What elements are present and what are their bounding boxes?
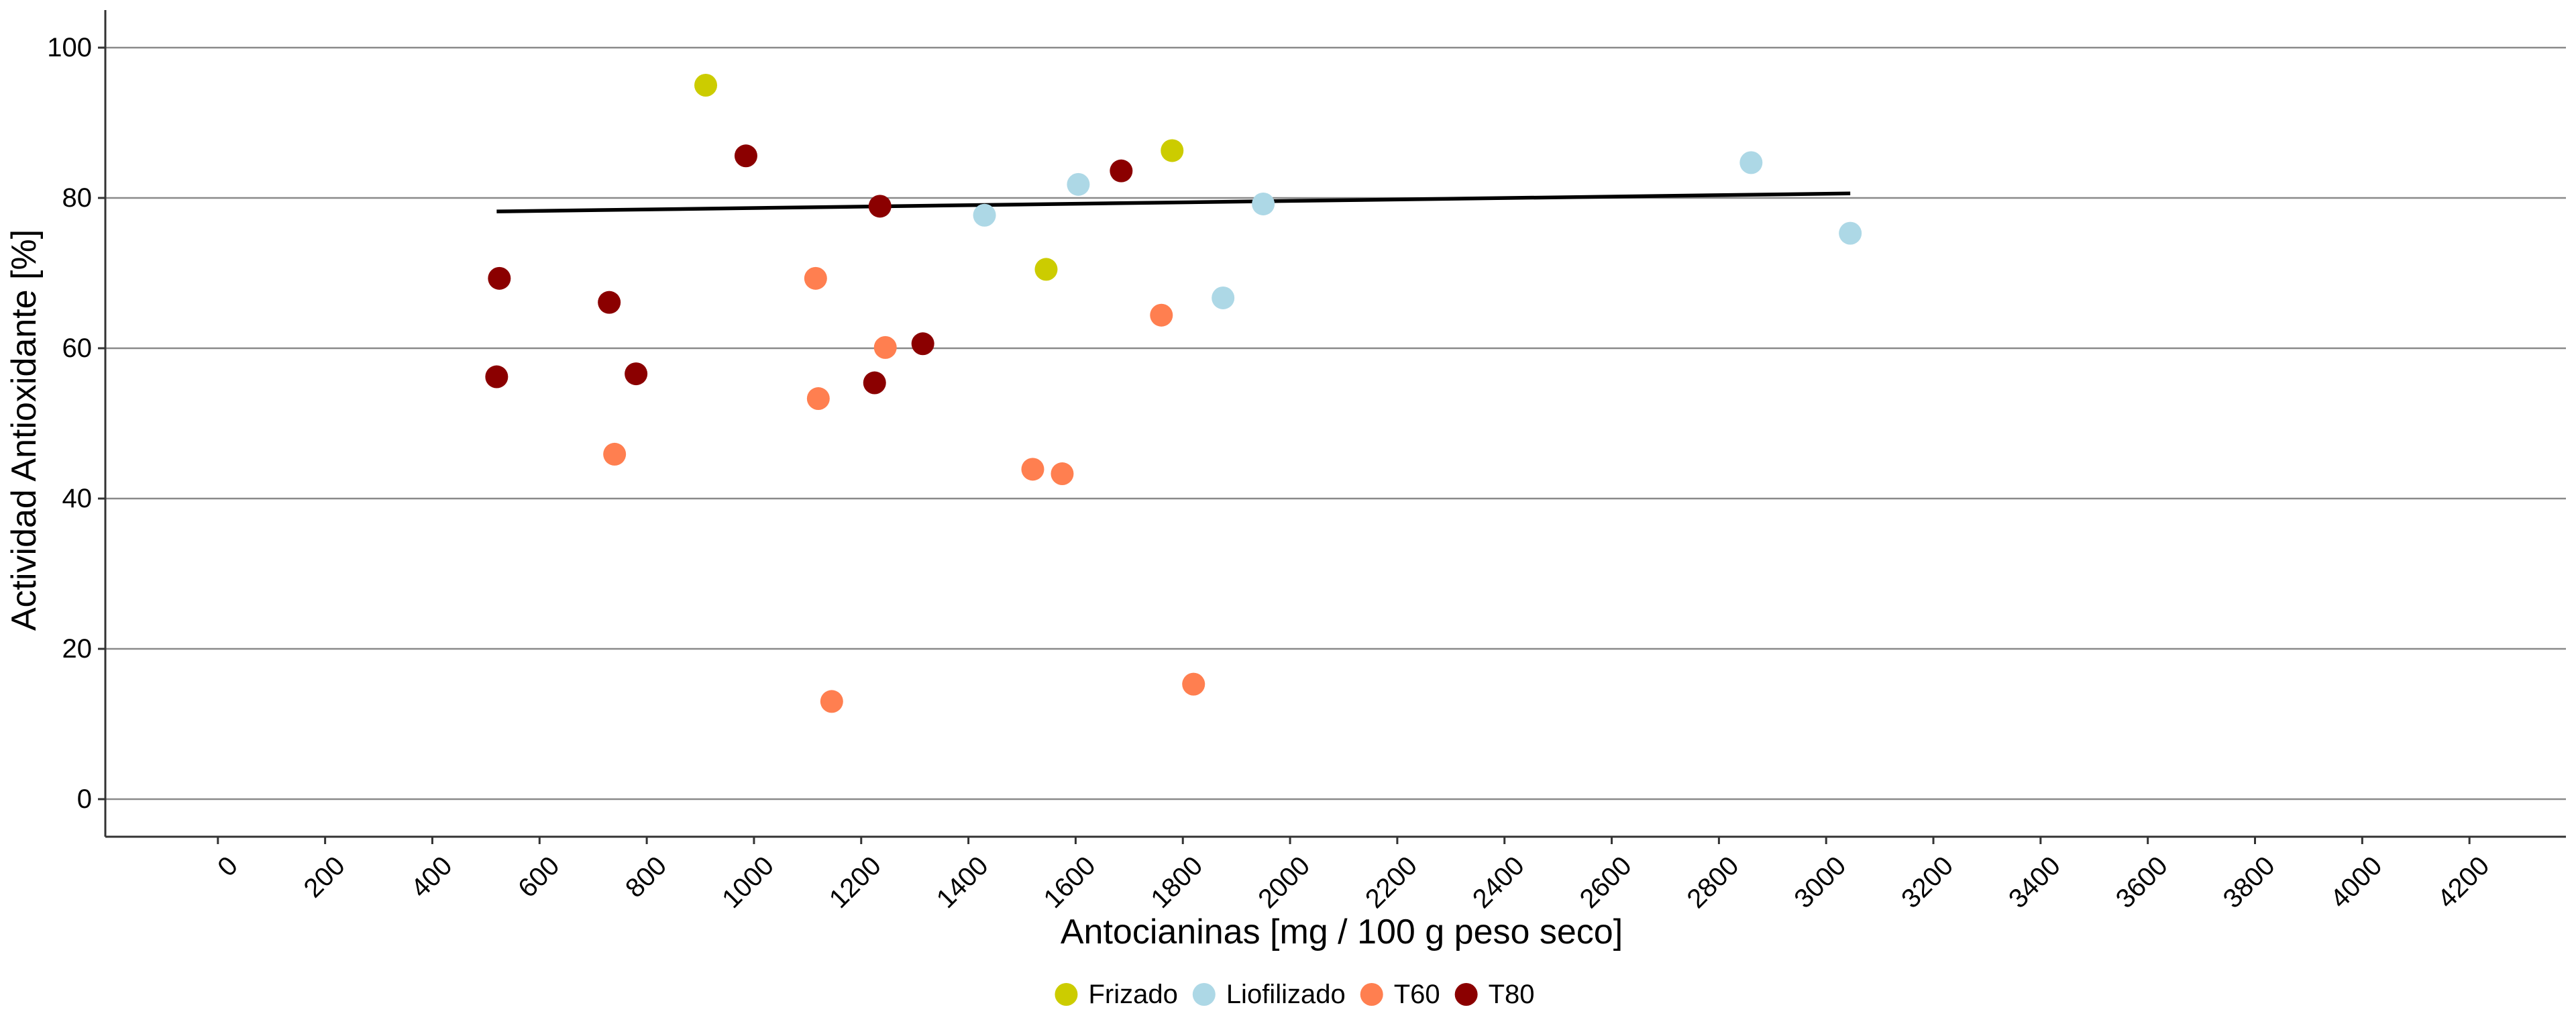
legend-label-t80: T80 <box>1489 980 1535 1009</box>
legend-item-frizado: Frizado <box>1055 980 1178 1009</box>
points-layer <box>485 74 1862 713</box>
legend: Frizado Liofilizado T60 T80 <box>1055 980 1535 1009</box>
point-frizado-3 <box>1161 139 1184 162</box>
point-t60-9 <box>1182 672 1205 696</box>
x-tick-label-1200: 1200 <box>824 851 887 914</box>
point-liofilizado-3 <box>1212 286 1235 309</box>
point-t80-9 <box>1110 159 1133 183</box>
x-tick-label-1400: 1400 <box>931 851 994 914</box>
point-t60-3 <box>806 387 830 411</box>
trend-line <box>496 191 1851 213</box>
x-tick-label-800: 800 <box>620 851 672 903</box>
grid-layer <box>105 46 2566 800</box>
legend-label-frizado: Frizado <box>1088 980 1177 1009</box>
point-t80-1 <box>485 365 508 389</box>
legend-item-t80: T80 <box>1454 980 1535 1009</box>
series-frizado <box>694 74 1184 281</box>
x-tick-label-1600: 1600 <box>1038 851 1102 914</box>
point-t60-6 <box>1021 458 1044 481</box>
point-t60-7 <box>1051 462 1074 486</box>
y-tick-label-40: 40 <box>62 484 93 513</box>
legend-label-liofilizado: Liofilizado <box>1226 980 1346 1009</box>
x-tick-label-3000: 3000 <box>1788 851 1851 914</box>
point-t80-4 <box>625 362 648 386</box>
point-frizado-1 <box>694 74 718 97</box>
y-tick-label-20: 20 <box>62 634 93 664</box>
point-t80-3 <box>598 291 621 314</box>
x-tick-label-3800: 3800 <box>2218 851 2281 914</box>
series-t80 <box>485 144 1133 395</box>
point-t60-4 <box>820 690 843 713</box>
y-tick-label-60: 60 <box>62 333 93 363</box>
x-tick-label-2600: 2600 <box>1574 851 1638 914</box>
x-tick-label-600: 600 <box>513 851 565 903</box>
x-axis-title: Antocianinas [mg / 100 g peso seco] <box>1061 913 1623 951</box>
point-t60-8 <box>1150 303 1173 327</box>
legend-key-frizado <box>1055 983 1078 1006</box>
point-t80-6 <box>863 371 886 395</box>
x-tick-label-3600: 3600 <box>2110 851 2174 914</box>
x-tick-label-1000: 1000 <box>716 851 780 914</box>
point-liofilizado-4 <box>1252 192 1275 215</box>
point-t80-2 <box>488 266 511 290</box>
x-tick-label-0: 0 <box>212 851 244 882</box>
series-t60 <box>603 266 1205 713</box>
x-tick-label-3400: 3400 <box>2003 851 2066 914</box>
y-tick-label-100: 100 <box>47 33 92 62</box>
y-tick-label-80: 80 <box>62 183 93 213</box>
legend-key-t80 <box>1454 983 1478 1006</box>
point-liofilizado-1 <box>973 203 996 227</box>
point-t80-5 <box>734 144 757 168</box>
legend-label-t60: T60 <box>1394 980 1440 1009</box>
y-tick-labels: 0 20 40 60 80 100 <box>47 33 105 814</box>
x-tick-label-4000: 4000 <box>2324 851 2387 914</box>
point-t80-7 <box>868 195 892 218</box>
x-tick-label-2000: 2000 <box>1252 851 1316 914</box>
point-liofilizado-2 <box>1067 172 1090 196</box>
x-tick-label-4200: 4200 <box>2432 851 2495 914</box>
trend-layer <box>496 191 1851 213</box>
point-liofilizado-5 <box>1739 151 1763 174</box>
x-tick-labels: 0 200 400 600 800 1000 1200 1400 1600 1800 2000 220… <box>212 837 2495 914</box>
series-liofilizado <box>973 151 1862 309</box>
x-tick-label-200: 200 <box>298 851 350 903</box>
x-tick-label-3200: 3200 <box>1896 851 1959 914</box>
x-tick-label-2800: 2800 <box>1682 851 1745 914</box>
point-t60-5 <box>873 335 897 359</box>
point-frizado-2 <box>1034 258 1058 281</box>
legend-key-liofilizado <box>1192 983 1216 1006</box>
point-t60-1 <box>603 442 627 466</box>
x-tick-label-1800: 1800 <box>1145 851 1208 914</box>
axes-layer <box>104 10 2566 838</box>
legend-item-t60: T60 <box>1360 980 1440 1009</box>
y-axis-title: Actividad Antioxidante [%] <box>5 229 44 631</box>
point-t80-8 <box>911 332 934 356</box>
point-liofilizado-6 <box>1839 221 1862 245</box>
y-tick-label-0: 0 <box>77 784 92 814</box>
x-tick-label-2400: 2400 <box>1467 851 1530 914</box>
legend-key-t60 <box>1360 983 1383 1006</box>
point-t60-2 <box>804 266 827 290</box>
x-tick-label-400: 400 <box>405 851 458 903</box>
x-tick-label-2200: 2200 <box>1360 851 1423 914</box>
legend-item-liofilizado: Liofilizado <box>1192 980 1346 1009</box>
